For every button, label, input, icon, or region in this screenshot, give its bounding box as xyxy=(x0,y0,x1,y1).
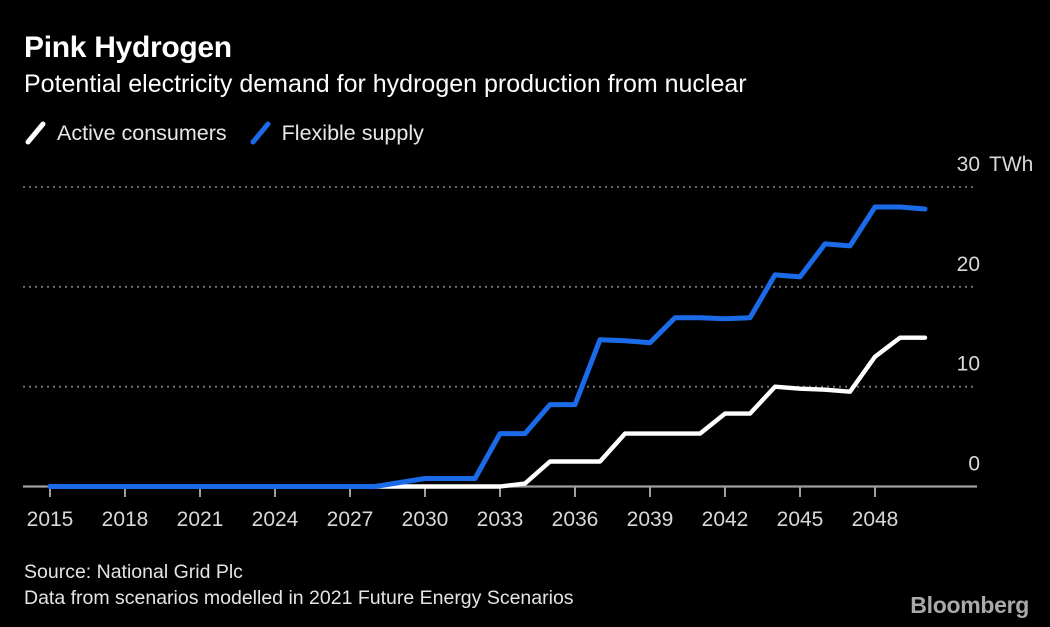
y-label-0: 0 xyxy=(968,453,980,476)
x-label-2027: 2027 xyxy=(327,508,374,531)
y-label-20: 20 xyxy=(957,253,980,276)
series-line-active-consumers xyxy=(47,335,928,489)
chart-title: Pink Hydrogen xyxy=(24,31,232,64)
legend-item-active-consumers: Active consumers xyxy=(24,120,227,146)
series-lines xyxy=(47,204,928,489)
x-axis-labels: 2015 2018 2021 2024 2027 2030 2033 2036 2039 2042… xyxy=(27,508,899,531)
x-label-2036: 2036 xyxy=(552,508,599,531)
y-axis-labels: 0 10 20 30 TWh xyxy=(957,153,1034,476)
x-label-2015: 2015 xyxy=(27,508,74,531)
line-swatch-icon xyxy=(250,121,271,145)
source-note: Source: National Grid Plc Data from scen… xyxy=(24,560,574,611)
legend: Active consumers Flexible supply xyxy=(24,120,424,146)
x-label-2033: 2033 xyxy=(477,508,524,531)
x-label-2045: 2045 xyxy=(777,508,824,531)
x-label-2021: 2021 xyxy=(177,508,224,531)
series-line-flexible-supply xyxy=(47,204,928,489)
legend-label: Active consumers xyxy=(57,120,227,145)
y-label-10: 10 xyxy=(957,353,980,376)
x-label-2039: 2039 xyxy=(627,508,674,531)
bloomberg-logo: Bloomberg xyxy=(910,592,1029,618)
legend-label: Flexible supply xyxy=(281,120,424,145)
x-label-2030: 2030 xyxy=(402,508,449,531)
x-label-2024: 2024 xyxy=(252,508,299,531)
line-swatch-icon xyxy=(25,121,46,145)
source-line: Source: National Grid Plc xyxy=(24,561,243,583)
y-axis-unit-label: TWh xyxy=(989,153,1033,176)
x-label-2018: 2018 xyxy=(102,508,149,531)
y-label-30: 30 xyxy=(957,153,980,176)
x-label-2048: 2048 xyxy=(852,508,899,531)
chart-subtitle: Potential electricity demand for hydroge… xyxy=(24,70,747,98)
x-label-2042: 2042 xyxy=(702,508,749,531)
source-line: Data from scenarios modelled in 2021 Fut… xyxy=(24,586,574,609)
legend-item-flexible-supply: Flexible supply xyxy=(249,120,424,146)
gridlines xyxy=(23,186,977,388)
